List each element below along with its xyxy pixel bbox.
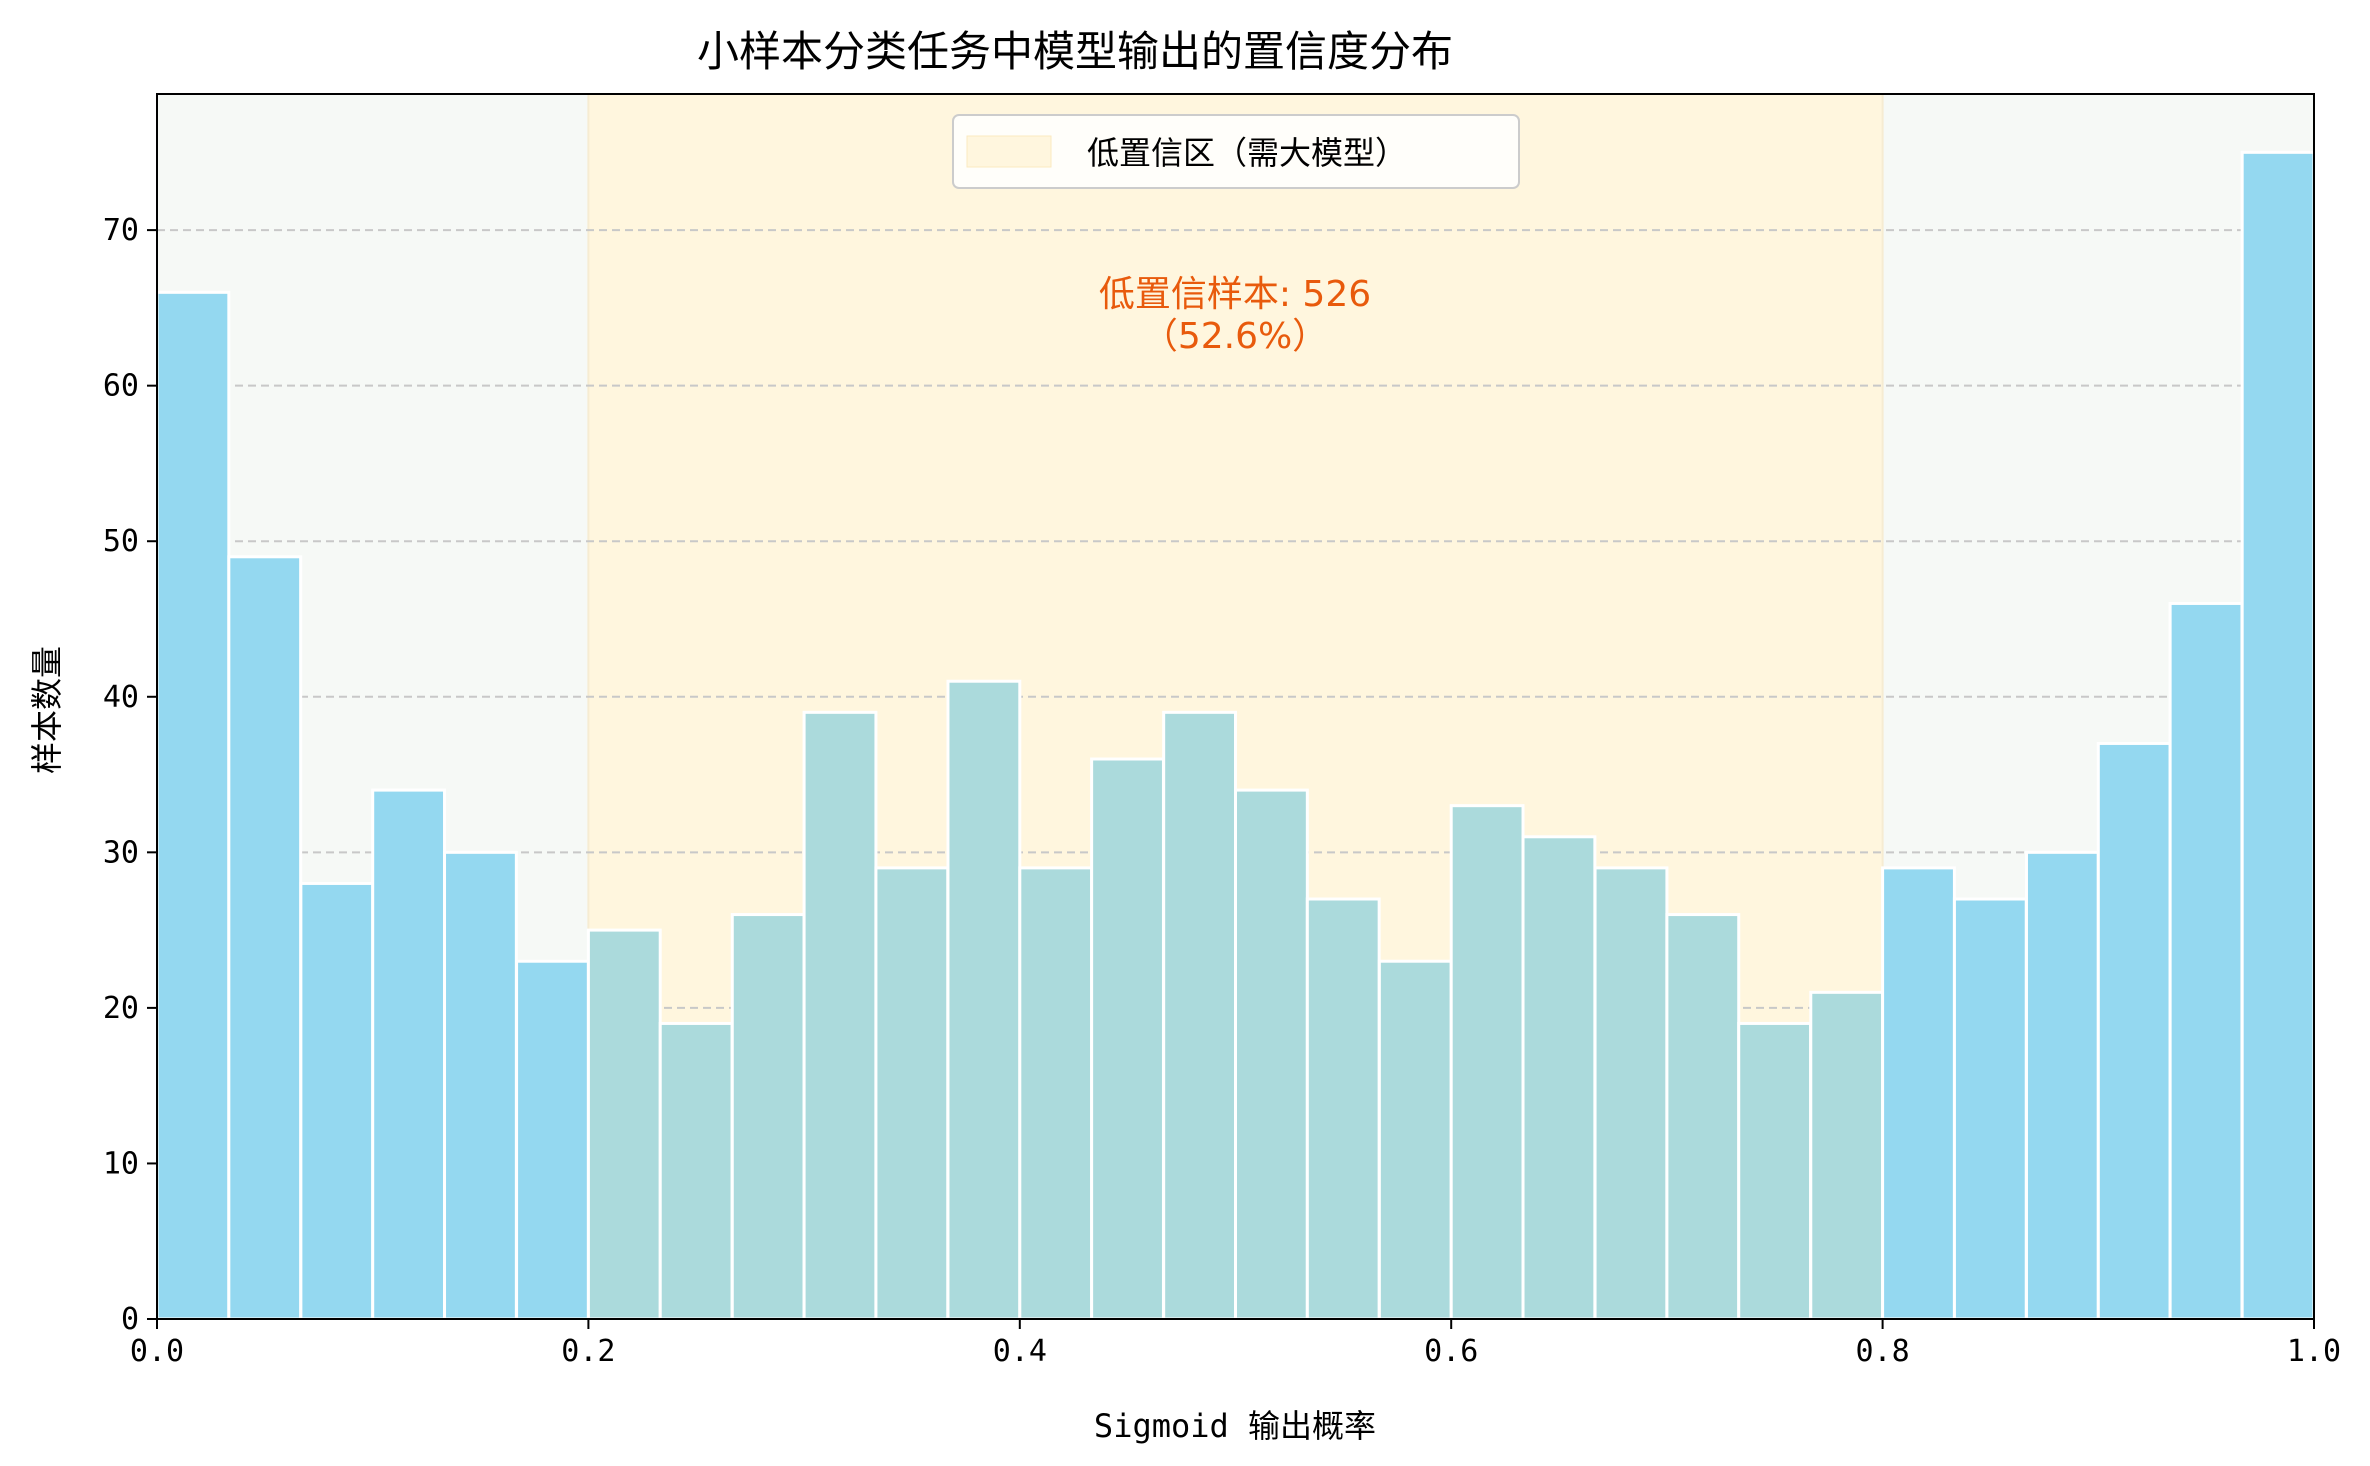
- x-tick-label: 0.0: [130, 1334, 184, 1369]
- histogram-bar: [1162, 710, 1237, 1321]
- histogram-bar: [2024, 850, 2100, 1321]
- chart-title: 小样本分类任务中模型输出的置信度分布: [697, 27, 1453, 76]
- x-tick-label: 1.0: [2287, 1334, 2341, 1369]
- y-tick-label: 70: [103, 213, 139, 248]
- histogram-bar: [1449, 804, 1525, 1321]
- y-tick-label: 10: [103, 1146, 139, 1181]
- histogram-bars: [155, 150, 2316, 1321]
- histogram-bar: [1737, 1021, 1813, 1321]
- histogram-bar: [874, 866, 950, 1321]
- histogram-bar: [515, 959, 590, 1321]
- histogram-bar: [371, 788, 447, 1321]
- legend-label-low-confidence: 低置信区（需大模型）: [1087, 134, 1407, 172]
- histogram-bar: [1305, 897, 1381, 1321]
- histogram-bar: [586, 928, 662, 1321]
- axes: 0.0 0.2 0.4 0.6 0.8 1.0 0 10 20 30 40 50 60 70: [103, 93, 2341, 1369]
- histogram-bar: [1090, 757, 1165, 1321]
- y-tick-label: 50: [103, 524, 139, 559]
- histogram-bar: [227, 555, 303, 1321]
- annotation-low-confidence-count: 低置信样本: 526: [1099, 274, 1371, 315]
- x-tick-label: 0.8: [1856, 1334, 1910, 1369]
- y-tick-label: 20: [103, 991, 139, 1026]
- y-tick-label: 60: [103, 369, 139, 404]
- x-tick-label: 0.2: [561, 1334, 615, 1369]
- histogram-bar: [730, 913, 806, 1321]
- histogram-bar: [1521, 835, 1597, 1321]
- histogram-bar: [1593, 866, 1669, 1321]
- y-tick-label: 0: [121, 1302, 139, 1337]
- histogram-bar: [1018, 866, 1094, 1321]
- histogram-bar: [1234, 788, 1309, 1321]
- histogram-bar: [946, 679, 1022, 1321]
- histogram-bar: [443, 850, 518, 1321]
- histogram-bar: [2096, 741, 2172, 1321]
- plot-frame: [156, 93, 2315, 1320]
- y-axis-label: 样本数量: [28, 646, 66, 774]
- histogram-bar: [2168, 601, 2244, 1321]
- histogram-bar: [1881, 866, 1956, 1321]
- legend: 低置信区（需大模型）: [952, 114, 1520, 189]
- annotation-low-confidence-percent: （52.6%）: [1142, 316, 1328, 357]
- histogram-bar: [2240, 150, 2316, 1321]
- y-tick-label: 30: [103, 835, 139, 870]
- histogram-bar: [802, 710, 878, 1321]
- x-axis-label: Sigmoid 输出概率: [1094, 1407, 1376, 1445]
- histogram-bar: [1665, 913, 1741, 1321]
- histogram-bar: [155, 290, 231, 1321]
- histogram-bar: [1952, 897, 2028, 1321]
- x-tick-label: 0.4: [993, 1334, 1047, 1369]
- legend-frame: [952, 114, 1520, 189]
- histogram-bar: [1377, 959, 1453, 1321]
- histogram-bar: [299, 881, 375, 1321]
- x-tick-label: 0.6: [1424, 1334, 1478, 1369]
- y-tick-label: 40: [103, 680, 139, 715]
- histogram-bar: [1809, 990, 1885, 1321]
- histogram-bar: [658, 1021, 734, 1321]
- legend-swatch-low-confidence: [966, 135, 1052, 168]
